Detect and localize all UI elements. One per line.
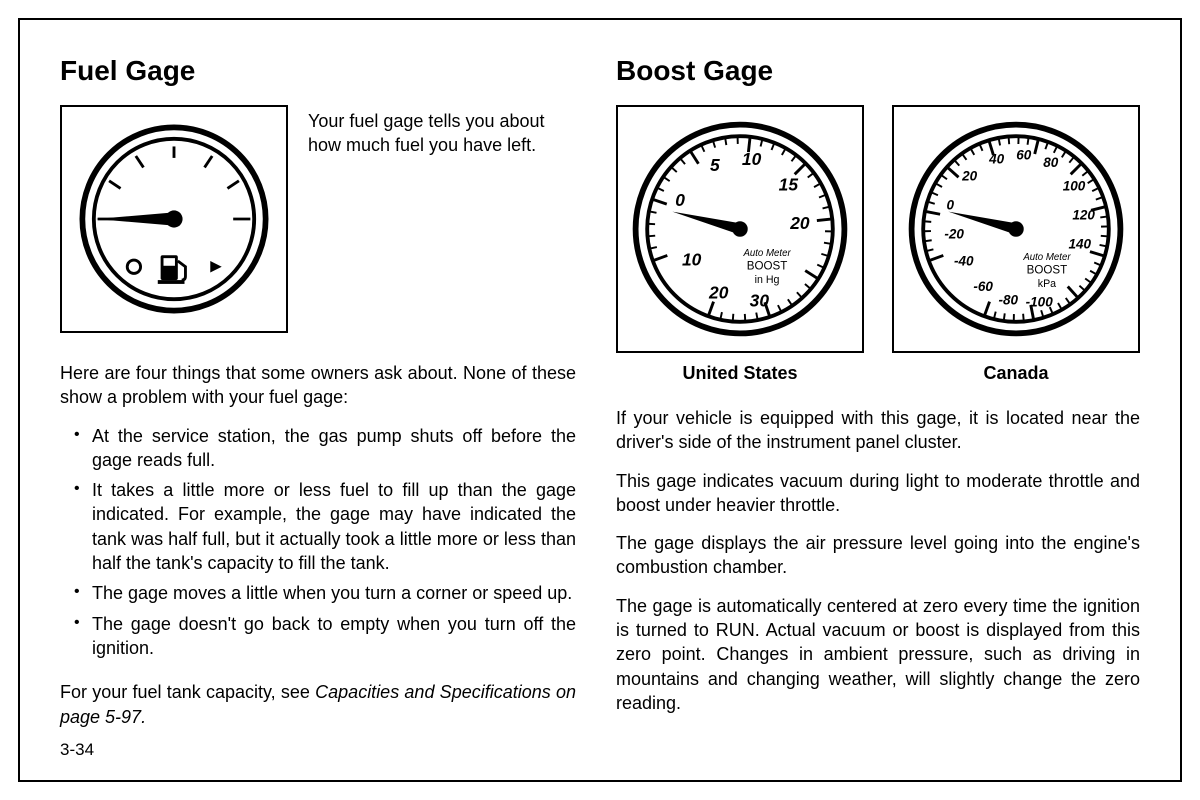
svg-text:kPa: kPa — [1038, 278, 1056, 290]
svg-text:80: 80 — [1043, 155, 1059, 170]
boost-gage-ca-figure: 20 40 60 80 100 120 140 0 -20 -40 -60 -8… — [892, 105, 1140, 353]
boost-gage-heading: Boost Gage — [616, 55, 1140, 87]
boost-para-4: The gage is automatically centered at ze… — [616, 594, 1140, 715]
svg-text:0: 0 — [947, 198, 955, 213]
svg-text:140: 140 — [1069, 236, 1092, 251]
fuel-footer-text: For your fuel tank capacity, see — [60, 682, 315, 702]
svg-text:40: 40 — [988, 151, 1005, 166]
svg-text:-60: -60 — [973, 279, 993, 294]
caption-ca: Canada — [892, 363, 1140, 384]
page-number: 3-34 — [60, 740, 94, 760]
fuel-para-1: Here are four things that some owners as… — [60, 361, 576, 410]
content-columns: Fuel Gage — [60, 55, 1140, 760]
svg-text:-80: -80 — [998, 292, 1018, 307]
list-item: It takes a little more or less fuel to f… — [60, 478, 576, 575]
caption-us: United States — [616, 363, 864, 384]
boost-para-1: If your vehicle is equipped with this ga… — [616, 406, 1140, 455]
svg-text:10: 10 — [682, 250, 702, 270]
svg-text:BOOST: BOOST — [747, 260, 788, 273]
boost-gage-us-icon: 5 10 15 20 0 10 20 30 Auto Meter BOOST i… — [624, 113, 856, 345]
fuel-gage-row: Your fuel gage tells you about how much … — [60, 105, 576, 333]
svg-text:BOOST: BOOST — [1027, 263, 1068, 276]
svg-text:-40: -40 — [954, 254, 974, 269]
svg-text:20: 20 — [708, 283, 729, 303]
fuel-bullet-list: At the service station, the gas pump shu… — [60, 424, 576, 667]
svg-text:10: 10 — [742, 149, 762, 169]
boost-captions: United States Canada — [616, 363, 1140, 384]
svg-text:-20: -20 — [944, 227, 964, 242]
fuel-gage-icon — [69, 114, 279, 324]
boost-para-2: This gage indicates vacuum during light … — [616, 469, 1140, 518]
right-column: Boost Gage 5 10 15 20 0 — [616, 55, 1140, 760]
svg-text:in Hg: in Hg — [755, 274, 780, 286]
svg-text:5: 5 — [710, 155, 720, 175]
boost-gage-ca-icon: 20 40 60 80 100 120 140 0 -20 -40 -60 -8… — [900, 113, 1132, 345]
list-item: The gage doesn't go back to empty when y… — [60, 612, 576, 661]
left-column: Fuel Gage — [60, 55, 576, 760]
fuel-gage-figure — [60, 105, 288, 333]
boost-gage-us-figure: 5 10 15 20 0 10 20 30 Auto Meter BOOST i… — [616, 105, 864, 353]
svg-text:20: 20 — [789, 213, 810, 233]
svg-text:20: 20 — [961, 169, 978, 184]
svg-text:Auto Meter: Auto Meter — [742, 248, 791, 259]
svg-text:15: 15 — [779, 174, 799, 194]
fuel-gage-heading: Fuel Gage — [60, 55, 576, 87]
boost-gage-row: 5 10 15 20 0 10 20 30 Auto Meter BOOST i… — [616, 105, 1140, 353]
svg-text:60: 60 — [1016, 147, 1032, 162]
svg-text:100: 100 — [1063, 178, 1086, 193]
fuel-gage-intro: Your fuel gage tells you about how much … — [308, 105, 576, 333]
svg-text:0: 0 — [675, 190, 685, 210]
svg-text:Auto Meter: Auto Meter — [1022, 252, 1071, 263]
svg-text:-100: -100 — [1026, 294, 1054, 309]
svg-text:30: 30 — [750, 290, 770, 310]
list-item: At the service station, the gas pump shu… — [60, 424, 576, 473]
boost-para-3: The gage displays the air pressure level… — [616, 531, 1140, 580]
svg-text:120: 120 — [1072, 207, 1095, 222]
fuel-footer: For your fuel tank capacity, see Capacit… — [60, 680, 576, 729]
list-item: The gage moves a little when you turn a … — [60, 581, 576, 605]
